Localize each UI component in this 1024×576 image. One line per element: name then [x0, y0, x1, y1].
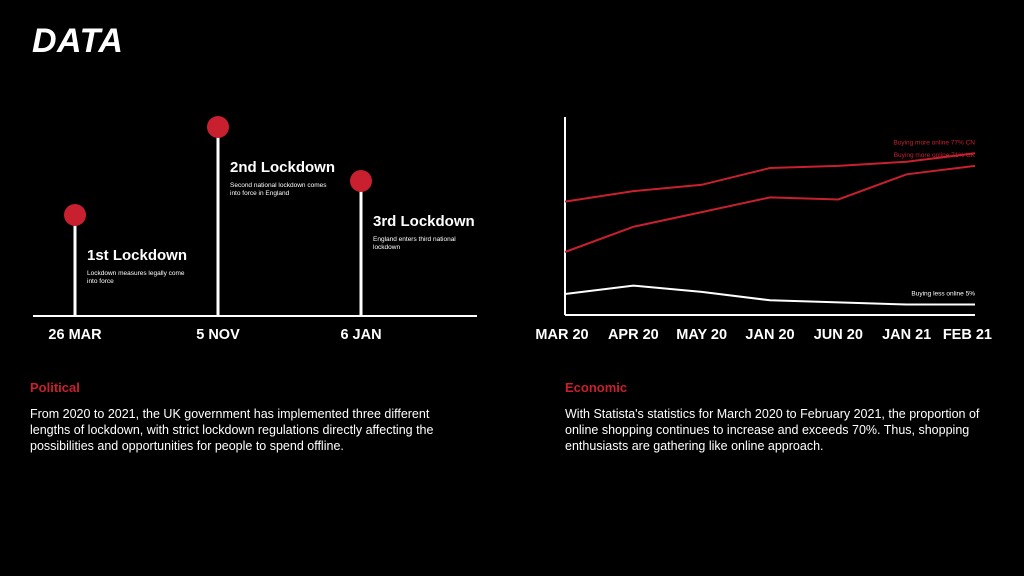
x-tick-label: JUN 20 [814, 327, 863, 343]
x-tick-label: MAR 20 [535, 327, 588, 343]
timeline-event-desc: England enters third national [373, 236, 456, 243]
political-label: Political [30, 380, 80, 395]
series-label: Buying more online 71% UK [894, 152, 976, 159]
timeline-event-desc: into force [87, 278, 114, 285]
timeline-event-title: 1st Lockdown [87, 247, 187, 264]
timeline-marker [350, 170, 372, 192]
lockdown-timeline: 1st Lockdown Lockdown measures legally co… [33, 116, 477, 343]
series-line [564, 284, 975, 306]
series-label: Buying less online 5% [911, 291, 975, 298]
timeline-date-label: 5 NOV [196, 327, 240, 343]
timeline-event-desc: into force in England [230, 190, 290, 197]
economic-label: Economic [565, 380, 628, 395]
timeline-event-desc: lockdown [373, 244, 400, 251]
series-label: Buying more online 77% CN [893, 139, 975, 146]
timeline-date-label: 26 MAR [48, 327, 102, 343]
x-tick-label: JAN 21 [882, 327, 931, 343]
timeline-event-title: 3rd Lockdown [373, 213, 475, 230]
timeline-event-desc: Lockdown measures legally come [87, 270, 185, 277]
timeline-date-label: 6 JAN [340, 327, 381, 343]
x-tick-label: JAN 20 [745, 327, 794, 343]
timeline-event-desc: Second national lockdown comes [230, 182, 327, 189]
x-tick-label: MAY 20 [676, 327, 727, 343]
economic-text: With Statista's statistics for March 202… [565, 407, 980, 453]
timeline-marker [207, 116, 229, 138]
series-line [564, 152, 976, 203]
timeline-event-title: 2nd Lockdown [230, 159, 335, 176]
page-title: DATA [32, 22, 124, 60]
political-text: From 2020 to 2021, the UK government has… [30, 407, 434, 453]
x-tick-label: APR 20 [608, 327, 659, 343]
online-shopping-line-chart: Buying more online 77% CN Buying more onl… [535, 117, 992, 343]
series-line [564, 164, 976, 253]
x-tick-label: FEB 21 [943, 327, 992, 343]
timeline-marker [64, 204, 86, 226]
